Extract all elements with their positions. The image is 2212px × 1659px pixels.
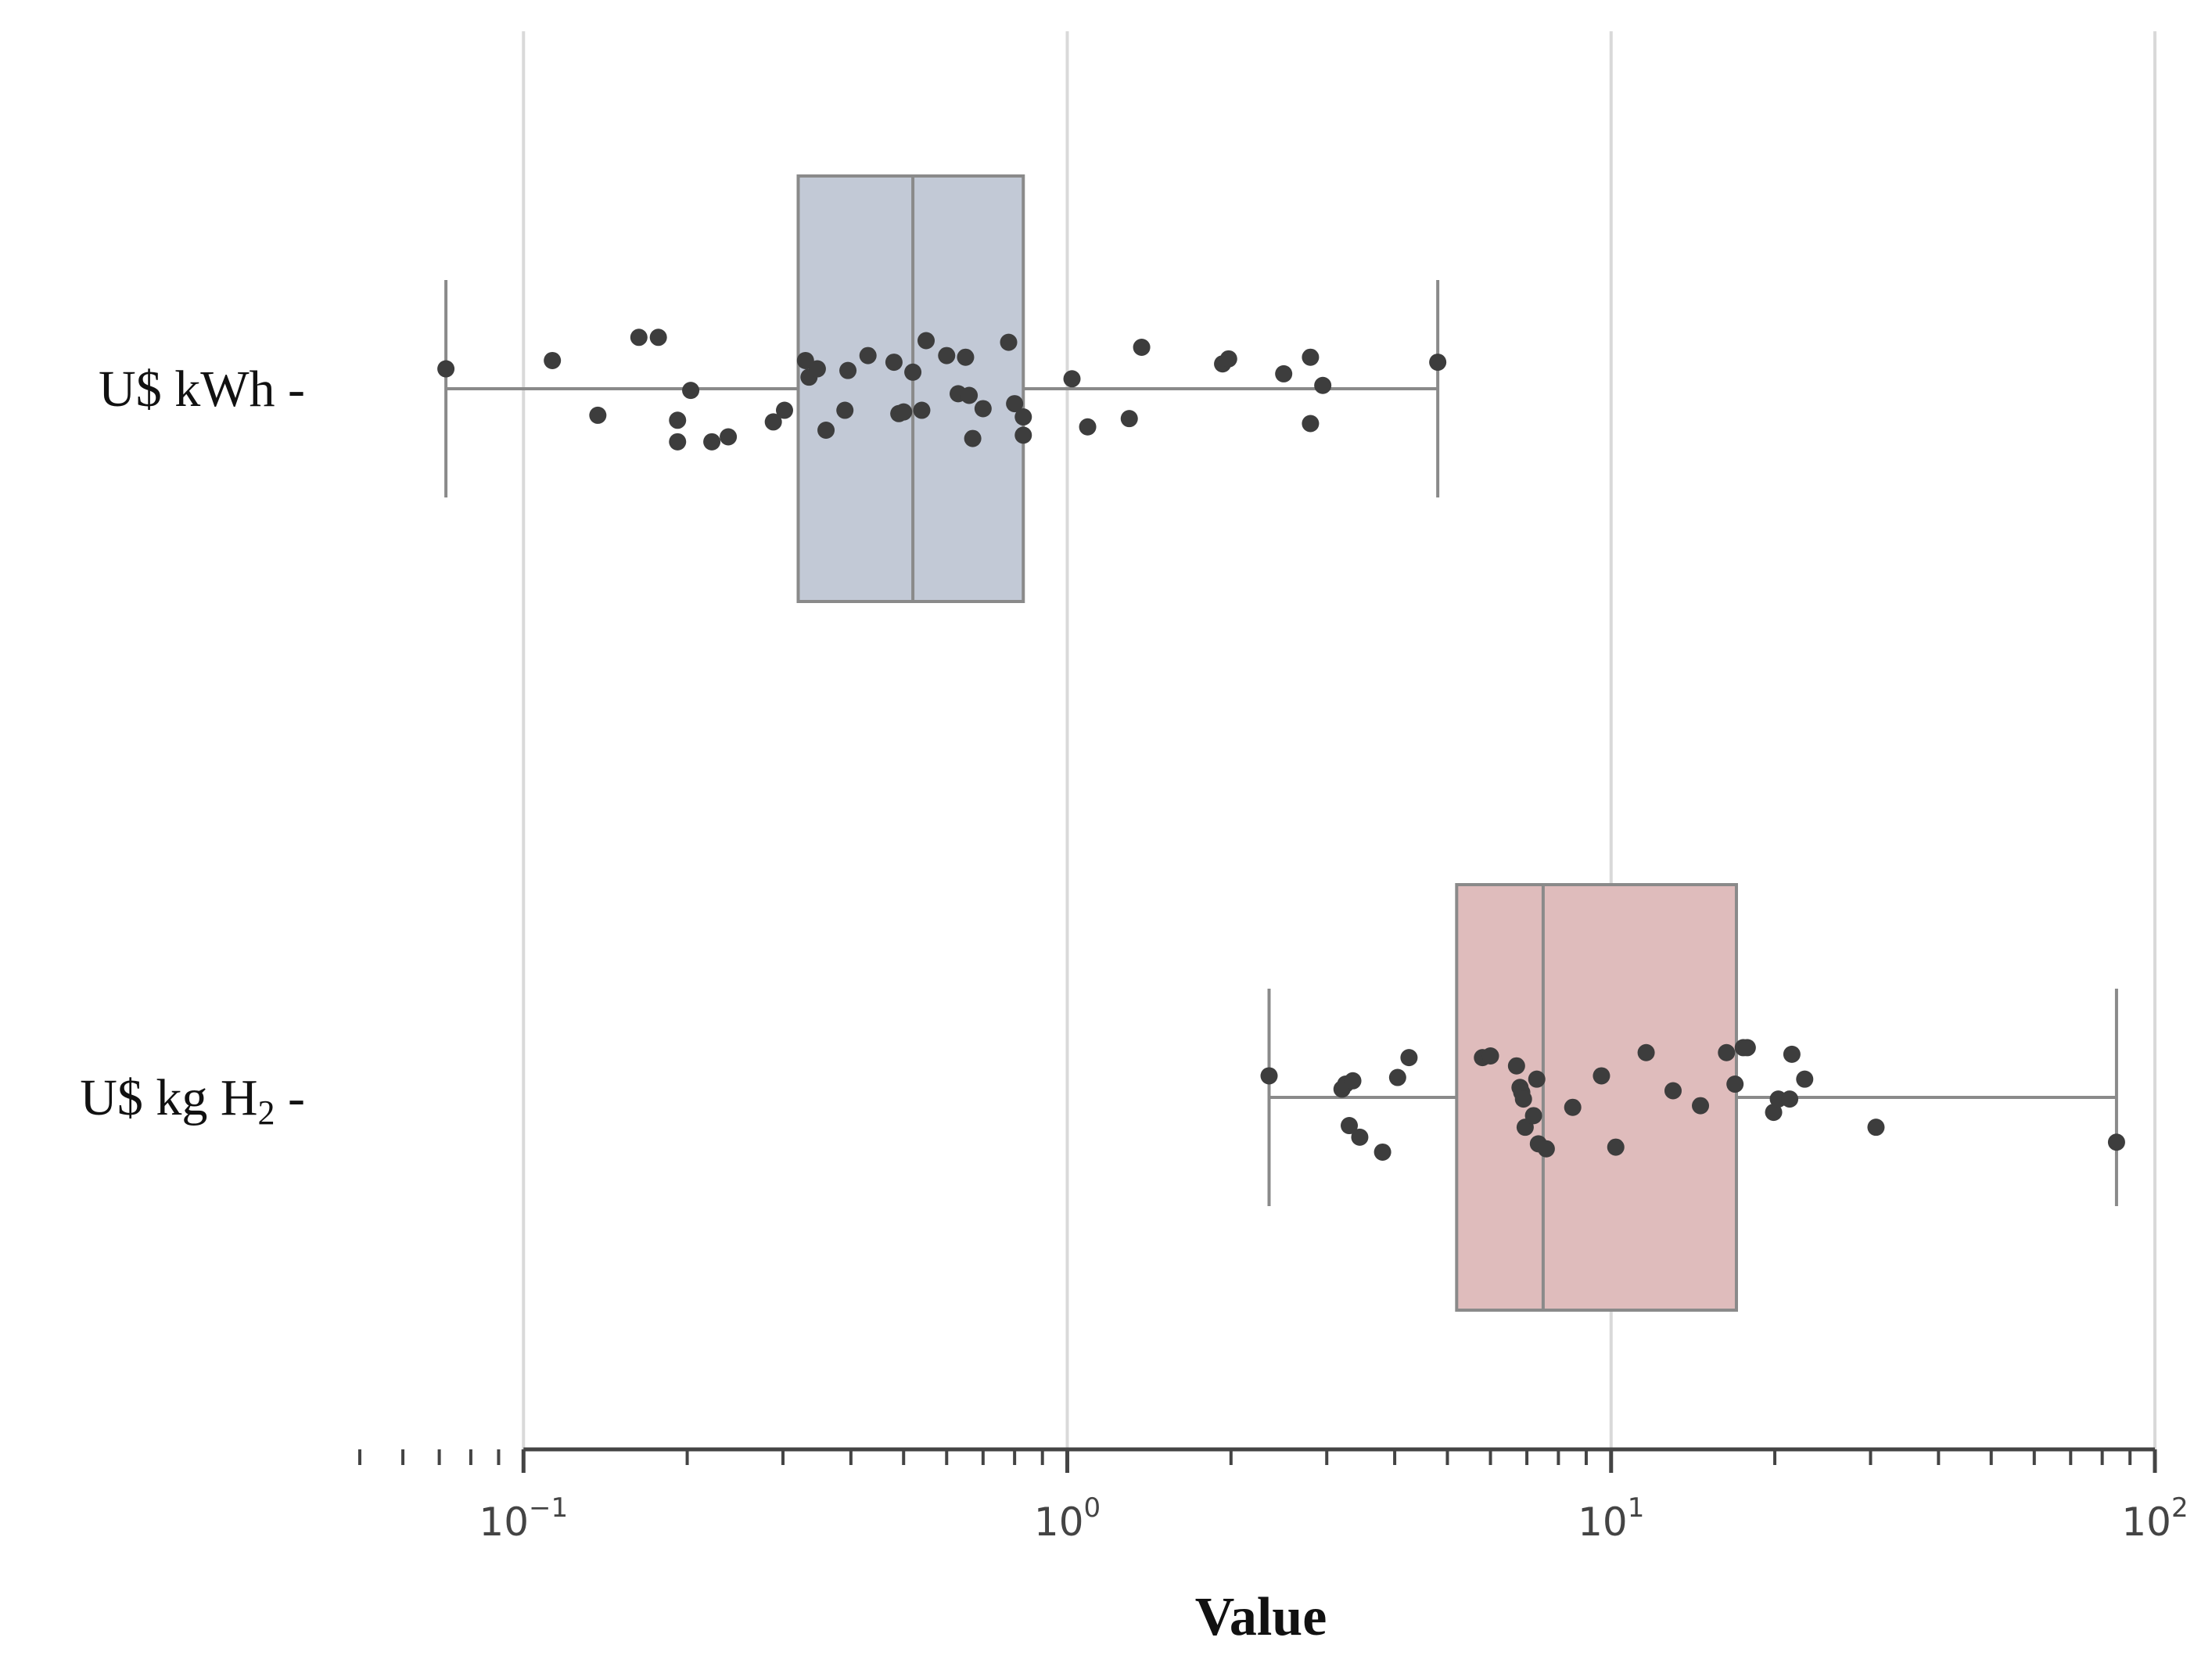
data-point-1-29 [1738,1039,1756,1057]
data-point-1-10 [1481,1047,1499,1065]
data-point-1-20 [1564,1098,1582,1116]
data-point-1-22 [1607,1138,1625,1156]
data-point-0-17 [839,361,857,379]
data-point-1-32 [1781,1090,1799,1108]
data-point-0-41 [1275,364,1293,382]
data-point-1-19 [1537,1140,1555,1158]
category-label-0: U$ kWh - [99,361,305,418]
data-point-0-3 [649,329,667,347]
data-point-0-8 [703,433,721,451]
data-point-1-26 [1718,1043,1736,1061]
data-point-0-44 [1314,376,1332,394]
data-point-1-34 [1796,1070,1814,1088]
data-point-1-0 [1260,1067,1278,1085]
data-point-0-43 [1302,415,1320,433]
data-point-0-28 [961,386,979,404]
category-group-0: U$ kWh - [99,174,1447,603]
data-point-0-15 [817,422,835,439]
data-point-1-36 [2107,1133,2125,1151]
data-point-0-16 [836,401,854,419]
data-point-0-2 [630,329,648,347]
data-point-0-7 [682,382,700,400]
data-point-0-36 [1079,418,1097,436]
data-point-0-31 [1000,333,1018,351]
data-point-1-16 [1524,1107,1542,1125]
data-point-1-17 [1528,1070,1546,1088]
data-point-0-9 [720,428,738,446]
data-point-1-23 [1637,1043,1655,1061]
data-point-1-27 [1726,1075,1744,1093]
data-point-0-42 [1302,348,1320,366]
data-point-1-14 [1514,1090,1532,1108]
data-point-0-32 [1006,395,1024,413]
data-point-0-37 [1120,410,1138,428]
data-point-1-6 [1374,1143,1391,1161]
data-point-0-29 [964,429,982,447]
data-point-0-23 [913,401,931,419]
data-point-1-24 [1664,1082,1682,1100]
data-point-1-11 [1507,1057,1525,1075]
data-point-0-1 [544,351,562,369]
data-point-0-35 [1063,370,1081,388]
data-point-1-5 [1351,1128,1369,1146]
tick-label-1: 100 [1034,1492,1101,1545]
box-0 [796,174,1025,603]
box-1 [1455,883,1738,1312]
data-point-0-18 [859,347,877,364]
category-group-1: U$ kg H2 - [80,883,2125,1312]
data-point-0-22 [904,363,922,381]
data-point-1-30 [1765,1104,1783,1122]
data-point-0-40 [1219,350,1237,368]
data-point-0-27 [957,348,975,366]
data-point-0-33 [1014,408,1032,426]
data-point-0-34 [1014,426,1032,444]
data-point-1-21 [1593,1067,1611,1085]
data-point-0-0 [437,360,455,378]
data-point-0-45 [1429,354,1447,372]
x-axis-title: Value [1195,1587,1327,1647]
data-point-0-25 [938,347,956,364]
data-point-0-5 [669,411,687,429]
data-point-0-14 [808,360,826,378]
data-point-0-19 [885,354,903,372]
tick-label-2: 101 [1578,1492,1644,1545]
data-point-0-30 [974,400,992,418]
category-label-1: U$ kg H2 - [80,1069,305,1132]
data-point-0-21 [895,403,913,421]
data-point-1-8 [1400,1049,1418,1067]
tick-label-3: 102 [2121,1492,2188,1545]
data-point-0-6 [669,433,687,451]
data-point-0-4 [589,406,607,424]
tick-label-0: 10−1 [479,1492,568,1545]
data-point-1-35 [1867,1119,1885,1137]
data-point-1-7 [1388,1068,1406,1086]
data-point-0-24 [917,332,935,350]
data-point-0-10 [764,413,782,431]
data-point-1-33 [1783,1045,1801,1063]
data-point-1-4 [1341,1117,1359,1135]
data-point-1-25 [1692,1097,1710,1115]
data-point-0-11 [776,401,794,419]
data-point-0-38 [1133,339,1151,356]
data-point-1-3 [1344,1072,1362,1090]
